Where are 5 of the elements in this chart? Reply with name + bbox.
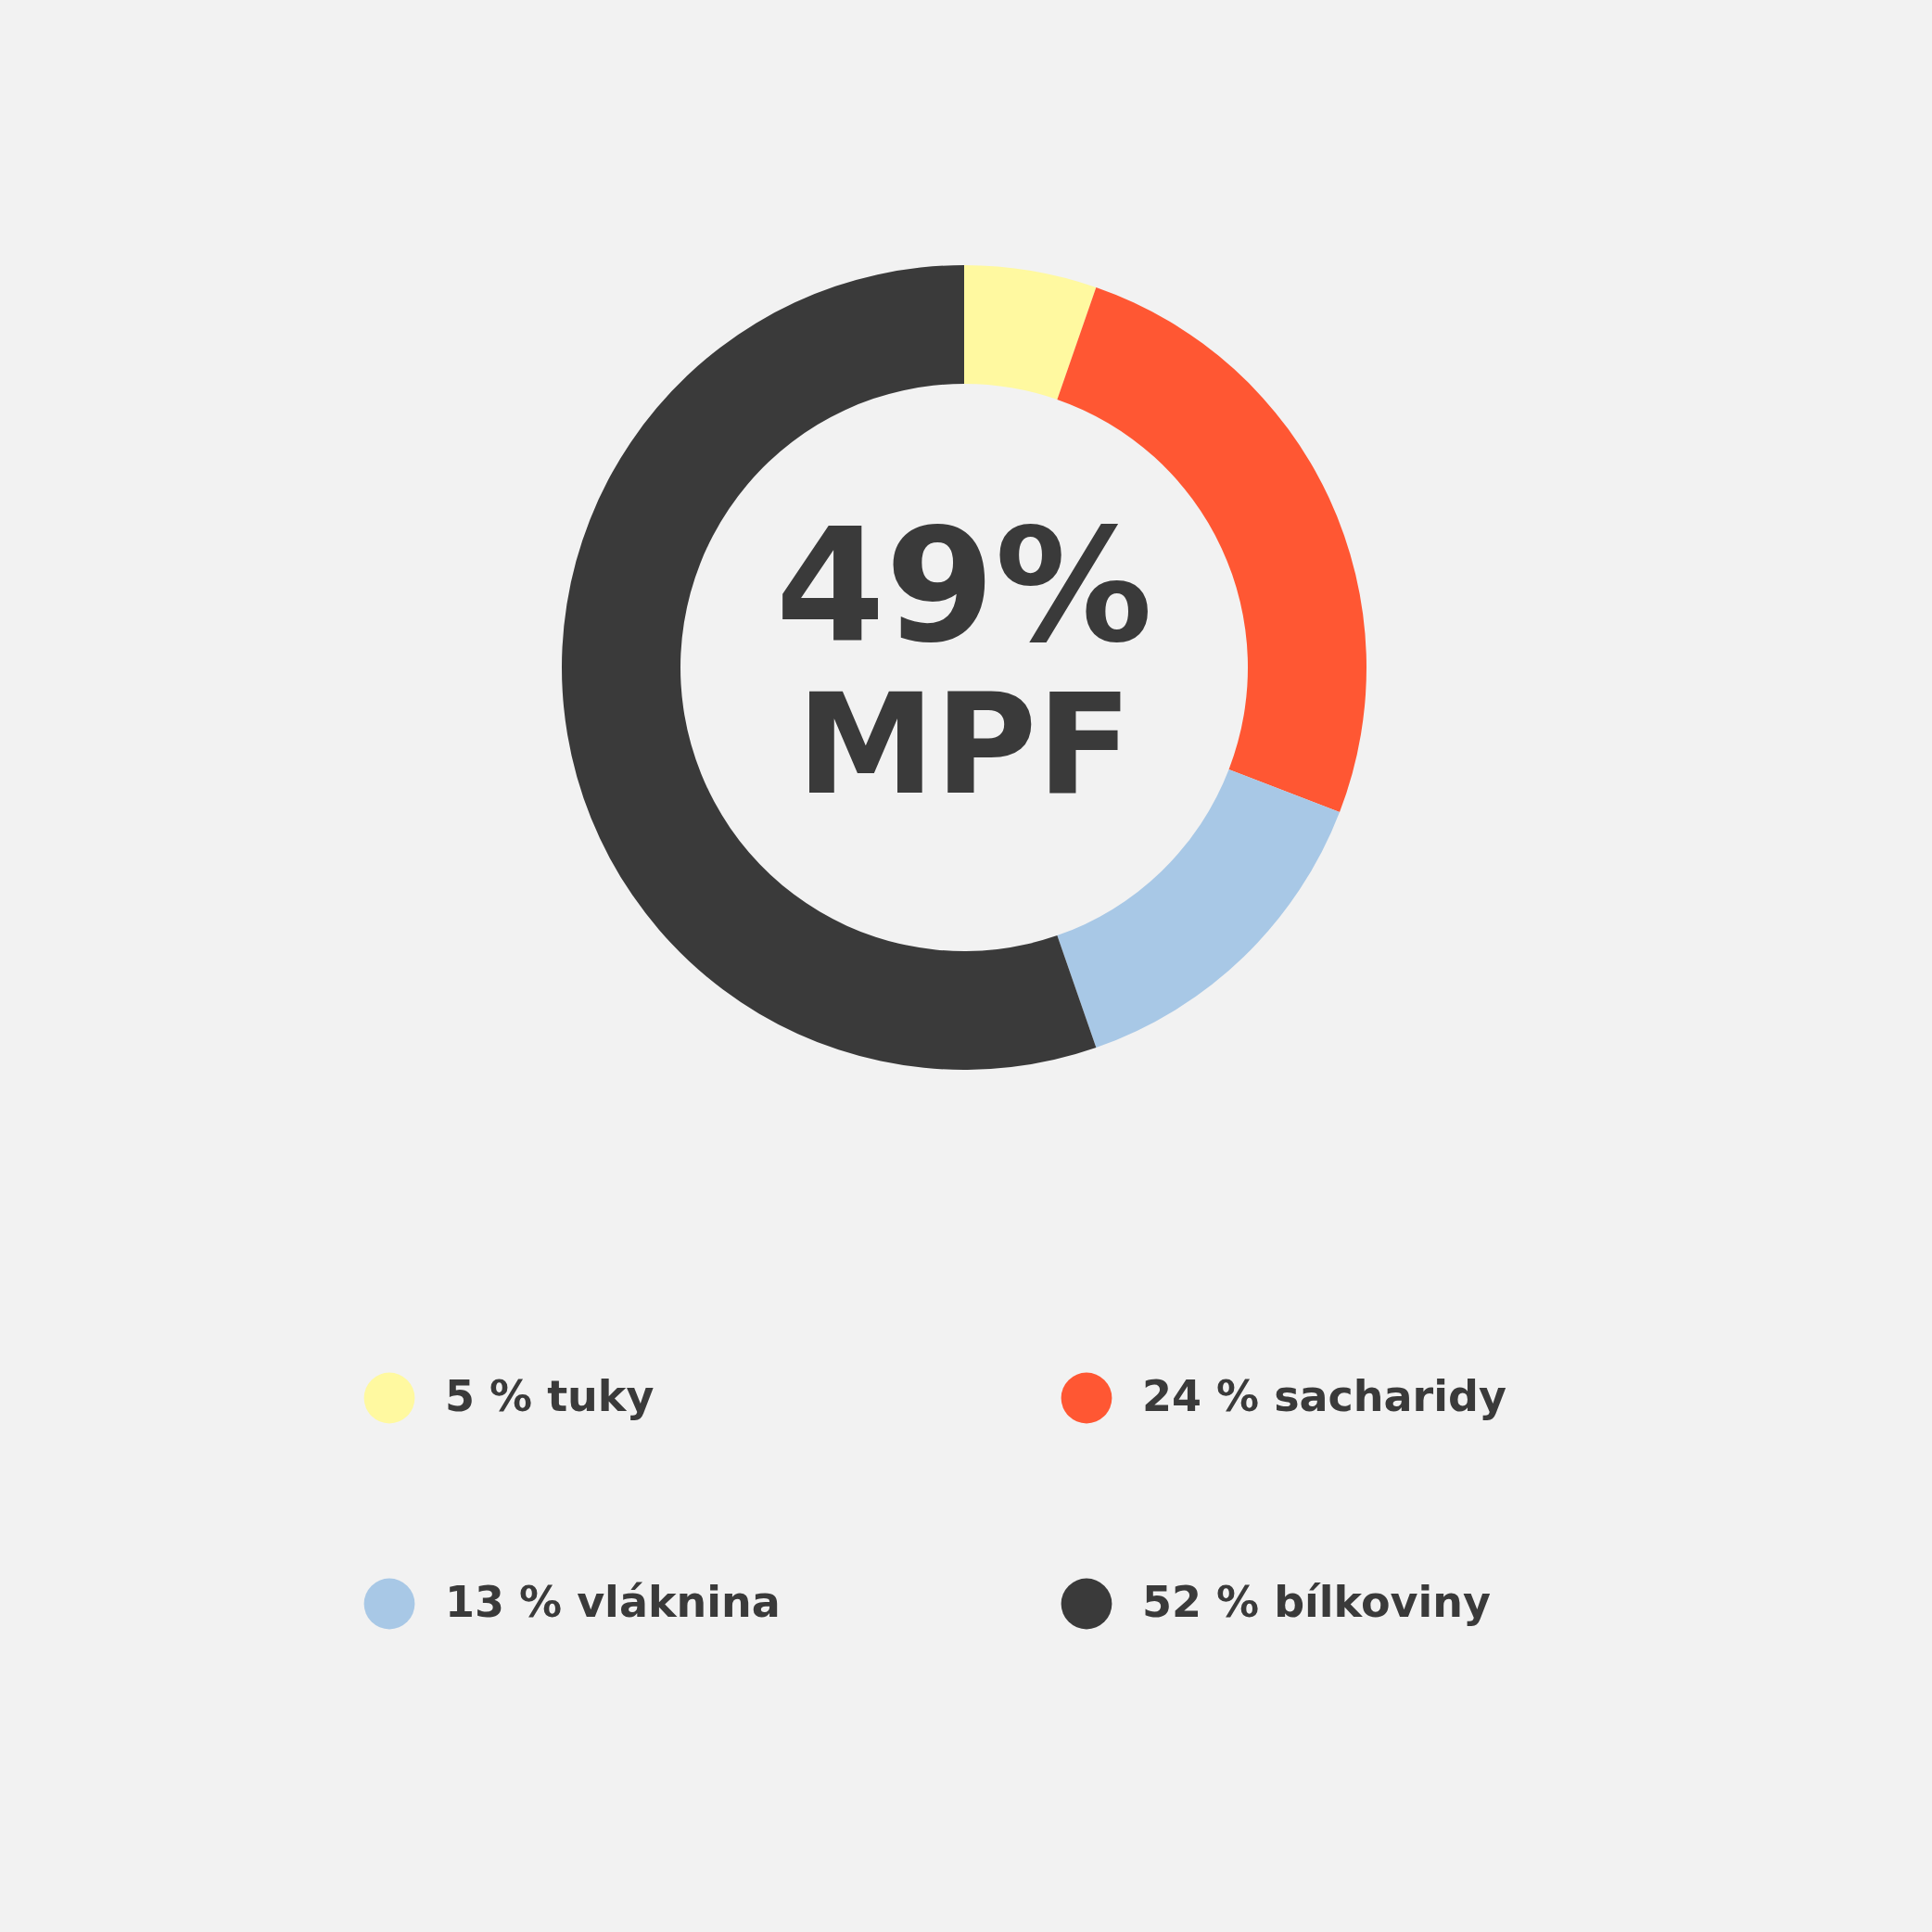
donut-slice <box>964 265 1097 400</box>
legend-label: 5 % tuky <box>445 1371 655 1421</box>
legend-label: 24 % sacharidy <box>1142 1371 1506 1421</box>
legend-label: 52 % bílkoviny <box>1142 1577 1492 1627</box>
legend-label: 13 % vláknina <box>445 1577 781 1627</box>
